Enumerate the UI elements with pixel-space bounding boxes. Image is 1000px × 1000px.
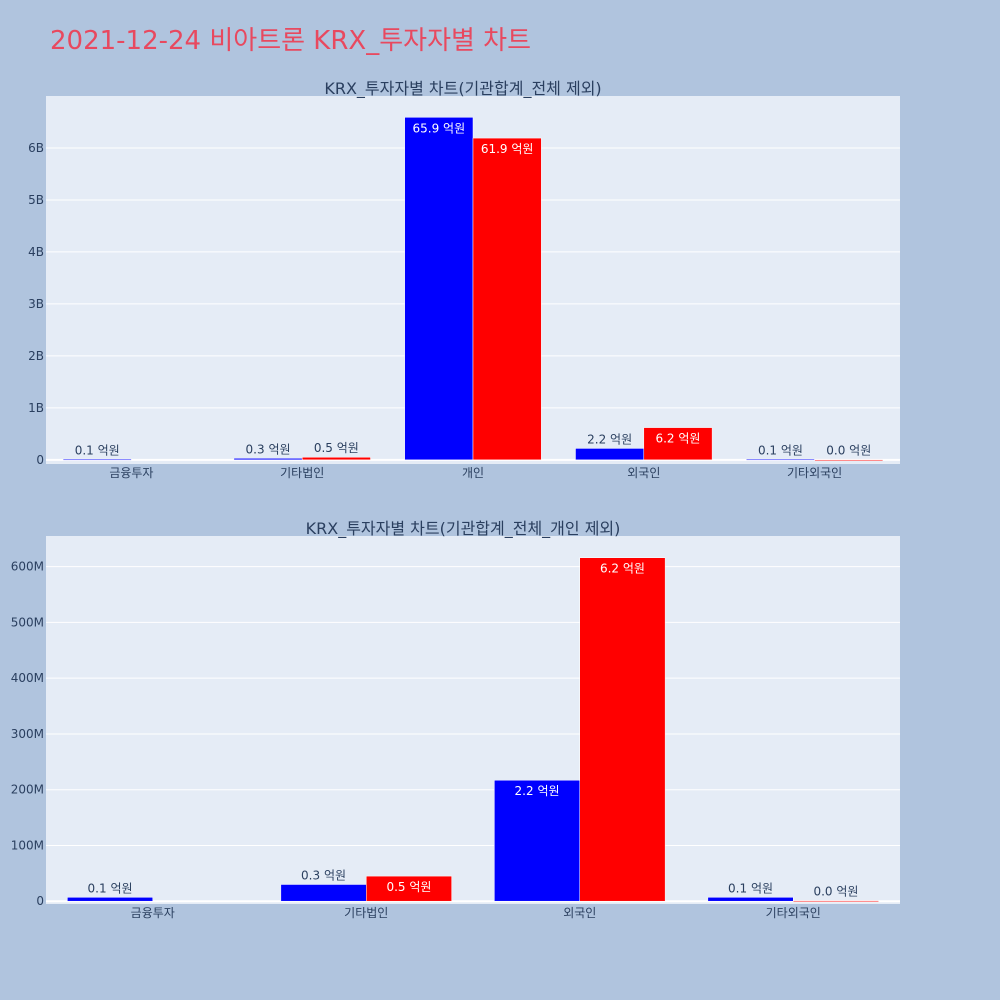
bar xyxy=(62,459,132,461)
y-tick-label: 6B xyxy=(28,141,44,155)
x-tick-label: 외국인 xyxy=(627,466,660,480)
x-tick-label: 외국인 xyxy=(563,906,596,920)
chart-2: 0 100M 200M 300M 400M 500M 600M KRX_투자자별 차트(기관합… xyxy=(11,519,900,920)
bar-data-label: 0.0 억원 xyxy=(813,885,858,899)
bar xyxy=(404,117,474,461)
y-tick-label: 0 xyxy=(36,894,44,908)
bar xyxy=(707,897,794,902)
y-tick-label: 200M xyxy=(11,783,44,797)
bar-data-label: 0.0 억원 xyxy=(826,444,871,458)
bar-data-label: 0.5 억원 xyxy=(314,441,359,455)
bar-data-label: 65.9 억원 xyxy=(413,121,466,135)
bar-data-label: 2.2 억원 xyxy=(587,432,632,446)
bar xyxy=(643,427,713,461)
bar xyxy=(472,137,542,461)
x-tick-label: 개인 xyxy=(462,466,484,480)
bar-data-label: 0.3 억원 xyxy=(301,868,346,882)
bar-data-label: 2.2 억원 xyxy=(515,784,560,798)
y-tick-label: 500M xyxy=(11,615,44,629)
y-tick-label: 300M xyxy=(11,727,44,741)
bar-data-label: 6.2 억원 xyxy=(600,562,645,576)
plot-area xyxy=(46,536,900,904)
y-tick-label: 4B xyxy=(28,245,44,259)
x-tick-label: 금융투자 xyxy=(131,906,175,920)
y-tick-label: 2B xyxy=(28,349,44,363)
bar-data-label: 61.9 억원 xyxy=(481,142,534,156)
bar xyxy=(575,448,645,461)
bar xyxy=(67,897,153,902)
y-tick-label: 100M xyxy=(11,838,44,852)
x-tick-label: 기타법인 xyxy=(344,906,388,920)
page-title: 2021-12-24 비아트론 KRX_투자자별 차트 xyxy=(50,26,531,56)
chart-1: 0 1B 2B 3B 4B 5B 6B KRX_투자자별 차트(기관합계_전체 제외) 금융투자… xyxy=(28,79,900,480)
bar xyxy=(233,458,303,461)
y-tick-label: 5B xyxy=(28,193,44,207)
bar xyxy=(366,875,452,902)
x-tick-label: 금융투자 xyxy=(109,466,153,480)
y-tick-label: 1B xyxy=(28,401,44,415)
bar xyxy=(793,900,879,902)
y-tick-label: 0 xyxy=(36,453,44,467)
x-tick-label: 기타법인 xyxy=(280,466,324,480)
bar-data-label: 0.3 억원 xyxy=(246,442,291,456)
bar xyxy=(579,557,666,902)
bar-data-label: 6.2 억원 xyxy=(655,432,700,446)
chart-title: KRX_투자자별 차트(기관합계_전체 제외) xyxy=(324,79,601,99)
y-tick-label: 400M xyxy=(11,671,44,685)
bar xyxy=(746,459,815,461)
bar xyxy=(280,884,367,902)
y-tick-label: 600M xyxy=(11,560,44,574)
bar-data-label: 0.1 억원 xyxy=(88,881,133,895)
y-tick-label: 3B xyxy=(28,297,44,311)
x-tick-label: 기타외국인 xyxy=(766,906,821,920)
bar-data-label: 0.5 억원 xyxy=(386,880,431,894)
bar xyxy=(301,456,371,461)
bar xyxy=(814,459,884,461)
bar xyxy=(494,779,581,902)
chart-title: KRX_투자자별 차트(기관합계_전체_개인 제외) xyxy=(306,519,621,539)
bar-data-label: 0.1 억원 xyxy=(75,443,120,457)
bar-data-label: 0.1 억원 xyxy=(728,881,773,895)
bar-data-label: 0.1 억원 xyxy=(758,443,803,457)
x-tick-label: 기타외국인 xyxy=(787,466,842,480)
